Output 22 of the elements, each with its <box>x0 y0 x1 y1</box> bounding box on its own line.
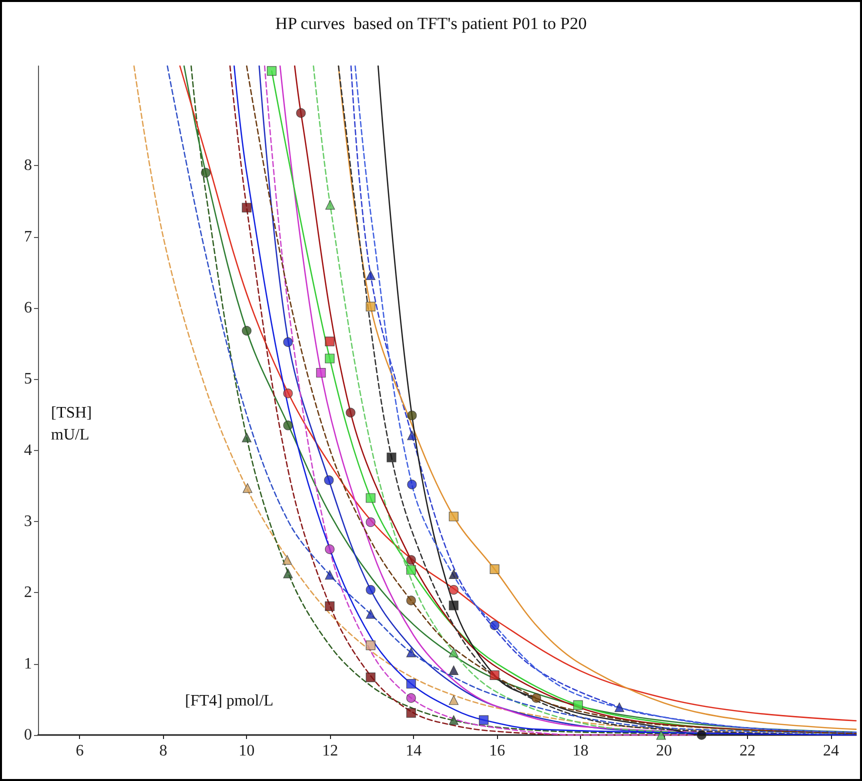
x-tick-label: 16 <box>489 742 506 760</box>
y-tick-label: 2 <box>24 584 32 602</box>
x-tick-label: 24 <box>822 742 839 760</box>
x-axis-title: [FT4] pmol/L <box>185 692 274 710</box>
x-tick-label: 6 <box>76 742 84 760</box>
y-tick-label: 6 <box>24 299 32 316</box>
y-tick-label: 8 <box>24 157 32 174</box>
x-tick-label: 12 <box>322 742 338 760</box>
y-tick-label: 4 <box>24 442 32 459</box>
x-tick-label: 10 <box>238 742 255 760</box>
chart-title: HP curves based on TFT's patient P01 to P20 <box>275 14 587 33</box>
y-tick-label: 5 <box>24 370 32 388</box>
y-axis-title: [TSH] mU/L <box>51 404 96 444</box>
x-tick-label: 8 <box>159 742 168 760</box>
x-tick-label: 20 <box>656 742 672 760</box>
x-tick-label: 18 <box>572 742 589 760</box>
x-tick-label: 14 <box>406 742 422 760</box>
y-tick-label: 7 <box>24 228 32 246</box>
y-tick-label: 3 <box>24 512 32 530</box>
y-tick-label: 1 <box>24 655 32 672</box>
y-tick-label: 0 <box>24 726 32 744</box>
x-tick-label: 22 <box>739 742 756 760</box>
